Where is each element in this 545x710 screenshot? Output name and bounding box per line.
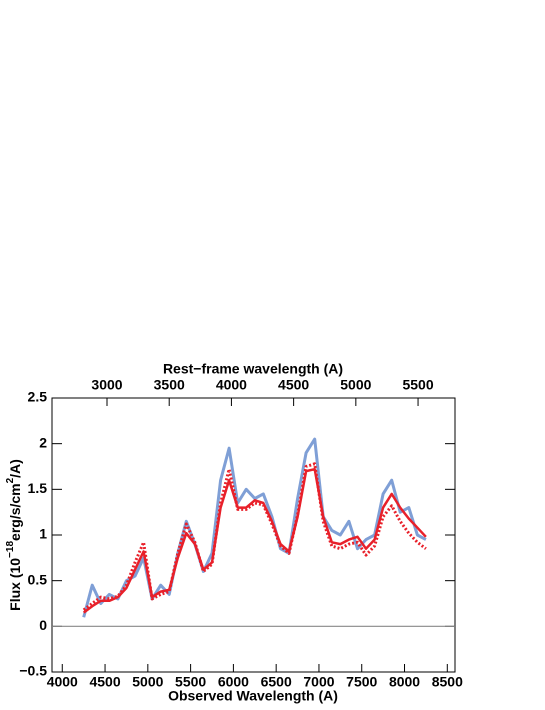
x-tick-label: 7000 xyxy=(303,674,334,690)
x-tick-label: 6000 xyxy=(218,674,249,690)
y-tick-label: 2.5 xyxy=(28,389,48,405)
x2-tick-label: 3500 xyxy=(154,377,185,393)
x-axis-title: Observed Wavelength (A) xyxy=(168,688,338,704)
spectrum-line xyxy=(82,467,427,614)
x2-tick-label: 4500 xyxy=(278,377,309,393)
x-tick-label: 8000 xyxy=(389,674,420,690)
y-tick-label: −0.5 xyxy=(19,663,47,679)
spectrum-line xyxy=(82,437,427,618)
y-tick-label: 0 xyxy=(39,617,47,633)
x-tick-label: 4000 xyxy=(47,674,78,690)
y-tick-label: 0.5 xyxy=(28,571,48,587)
y-axis-title: Flux (10−18erg/s/cm2/A) xyxy=(5,459,23,611)
y-tick-label: 1 xyxy=(39,526,47,542)
x-tick-label: 4500 xyxy=(89,674,120,690)
spectrum-line xyxy=(82,462,427,612)
x-tick-label: 7500 xyxy=(346,674,377,690)
y-tick-label: 2 xyxy=(39,434,47,450)
x2-tick-label: 5000 xyxy=(340,377,371,393)
x-tick-label: 8500 xyxy=(432,674,463,690)
x-tick-label: 5500 xyxy=(175,674,206,690)
x-tick-label: 6500 xyxy=(261,674,292,690)
x2-tick-label: 3000 xyxy=(91,377,122,393)
y-tick-label: 1.5 xyxy=(28,480,48,496)
x-tick-label: 5000 xyxy=(132,674,163,690)
top-axis-title: Rest−frame wavelength (A) xyxy=(163,361,343,377)
plot-frame xyxy=(51,397,456,673)
x2-tick-label: 5500 xyxy=(402,377,433,393)
x2-tick-label: 4000 xyxy=(216,377,247,393)
